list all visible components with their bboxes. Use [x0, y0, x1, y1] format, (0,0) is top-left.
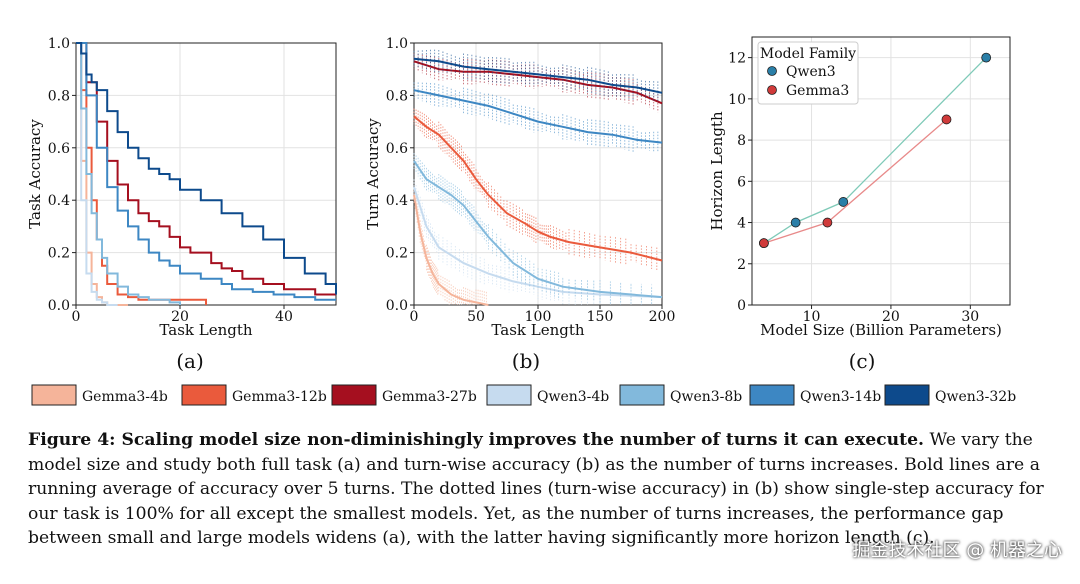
trend-line	[763, 57, 987, 244]
y-tick-label: 4	[737, 216, 746, 232]
y-tick-label: 0.4	[386, 193, 408, 209]
y-tick-label: 0.2	[386, 246, 408, 262]
y-tick-label: 0.8	[48, 88, 70, 104]
series-line	[413, 57, 663, 94]
legend-label: Gemma3-12b	[232, 389, 327, 405]
legend-swatch	[884, 384, 930, 406]
y-tick-label: 0.0	[48, 298, 70, 314]
legend-swatch	[31, 384, 77, 406]
x-tick-label: 30	[961, 309, 979, 325]
series-line	[413, 194, 489, 306]
x-tick-label: 40	[275, 309, 293, 325]
y-tick-label: 0.4	[48, 193, 70, 209]
data-point	[838, 197, 849, 207]
x-axis-label: Task Length	[491, 321, 584, 339]
legend-label: Qwen3-4b	[537, 389, 609, 405]
panel-b-label: (b)	[512, 349, 540, 373]
y-axis-label: Task Accuracy	[26, 119, 44, 229]
legend-label: Qwen3	[786, 64, 836, 80]
x-axis-label: Model Size (Billion Parameters)	[760, 321, 1002, 339]
axes-frame	[751, 36, 1011, 306]
legend-swatch	[331, 384, 377, 406]
y-tick-label: 0.8	[386, 88, 408, 104]
series-line	[76, 42, 181, 305]
series-line	[76, 42, 336, 301]
y-tick-label: 1.0	[48, 36, 70, 52]
legend-label: Qwen3-32b	[935, 389, 1016, 405]
y-axis-label: Horizon Length	[708, 111, 726, 231]
legend-marker	[767, 85, 777, 95]
series-line	[413, 115, 663, 262]
y-tick-label: 0.6	[48, 141, 70, 157]
legend-swatch	[619, 384, 665, 406]
caption-text: We vary the model size and study both fu…	[28, 430, 1044, 548]
legend-title: Model Family	[760, 46, 856, 62]
x-tick-label: 20	[882, 309, 900, 325]
y-tick-label: 0.0	[386, 298, 408, 314]
x-tick-label: 50	[467, 309, 485, 325]
x-tick-label: 0	[410, 309, 419, 325]
x-tick-label: 100	[525, 309, 552, 325]
y-tick-label: 10	[728, 92, 746, 108]
axes-frame	[75, 42, 337, 306]
x-tick-label: 0	[72, 309, 81, 325]
x-tick-label: 200	[649, 309, 676, 325]
x-tick-label: 20	[171, 309, 189, 325]
x-axis-label: Task Length	[159, 321, 252, 339]
legend-swatch	[486, 384, 532, 406]
y-tick-label: 1.0	[386, 36, 408, 52]
legend-label: Gemma3-4b	[82, 389, 168, 405]
y-tick-label: 2	[737, 257, 746, 273]
series-line	[413, 160, 663, 299]
x-tick-label: 150	[587, 309, 614, 325]
y-tick-label: 0.2	[48, 246, 70, 262]
series-line	[76, 42, 336, 296]
series-line	[76, 42, 337, 295]
panel-b-chart: 0 50 100 150 200 0.0 0.2 0.4 0.6 0.8 1.0 Task Lengt…	[364, 36, 675, 339]
y-tick-label: 12	[728, 51, 746, 67]
legend-box	[757, 41, 859, 105]
data-point	[941, 114, 952, 125]
watermark: 掘金技术社区 @ 机器之心	[852, 540, 1062, 561]
data-point	[790, 217, 801, 228]
legend-label: Qwen3-8b	[670, 389, 742, 405]
legend-label: Gemma3	[786, 83, 849, 99]
y-axis-label: Turn Accuracy	[364, 118, 382, 230]
y-tick-label: 8	[737, 133, 746, 149]
legend-marker	[767, 66, 777, 76]
panel-a-chart: 0 20 40 0.0 0.2 0.4 0.6 0.8 1.0 Task Length Task A…	[26, 36, 337, 339]
series-line	[76, 42, 118, 306]
y-tick-label: 6	[737, 174, 746, 190]
legend-label: Gemma3-27b	[382, 389, 477, 405]
shared-legend: Gemma3-4b Gemma3-12b Gemma3-27b Qwen3-4b Qwe…	[31, 384, 1016, 406]
legend-label: Qwen3-14b	[800, 389, 881, 405]
data-point	[822, 217, 833, 228]
panel-c-label: (c)	[849, 349, 876, 373]
y-tick-label: 0.6	[386, 141, 408, 157]
panel-a-label: (a)	[176, 349, 204, 373]
caption-bold: Figure 4: Scaling model size non-diminis…	[28, 430, 924, 450]
panel-c-chart: 10 20 30 0 2 4 6 8 10 12 Model Size (Billion Param…	[708, 36, 1011, 339]
figure-caption: Figure 4: Scaling model size non-diminis…	[28, 428, 1058, 551]
data-point	[759, 238, 769, 249]
x-tick-label: 10	[803, 309, 821, 325]
legend-swatch	[181, 384, 227, 406]
y-tick-label: 0	[737, 298, 746, 314]
legend-swatch	[749, 384, 795, 406]
data-point	[981, 52, 992, 63]
series-line	[413, 89, 663, 144]
